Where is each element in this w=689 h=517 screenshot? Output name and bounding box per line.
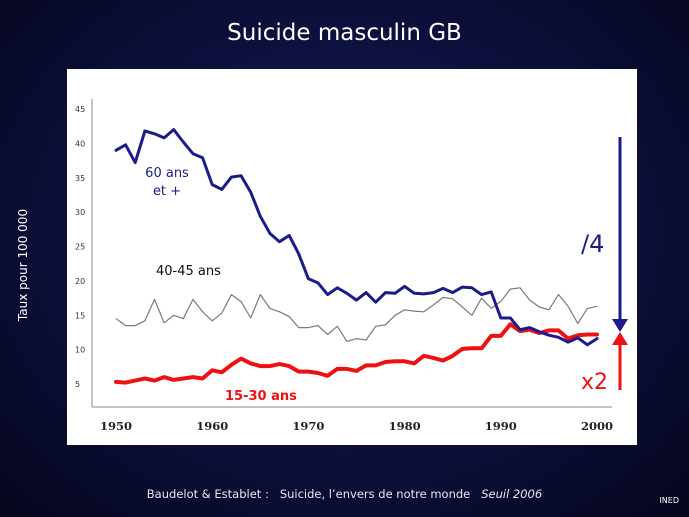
x-tick-label: 1950	[100, 419, 132, 433]
y-tick-label: 45	[75, 105, 85, 114]
line-chart: 5 10 15 20 25 30 35 40 45 1950 1960 1970 1980 1990 200…	[75, 99, 628, 433]
x-tick-label: 2000	[581, 419, 613, 433]
y-tick-label: 40	[75, 139, 85, 148]
y-axis-label: Taux pour 100 000	[16, 208, 30, 322]
down-arrow-head-icon	[612, 319, 628, 332]
up-arrow-head-icon	[612, 332, 628, 345]
y-tick-label: 10	[75, 346, 85, 355]
source-citation: Baudelot & Establet : Suicide, l’envers …	[0, 487, 689, 501]
series-label-60-plus-line2: et +	[153, 184, 181, 199]
ined-logo-text: INED	[659, 496, 679, 505]
source-work: Suicide, l’envers de notre monde	[279, 487, 471, 501]
ratio-annotation-divide-4: /4	[581, 230, 604, 258]
y-tick-label: 20	[75, 277, 85, 286]
y-tick-label: 15	[75, 311, 85, 320]
y-tick-label: 30	[75, 208, 85, 217]
y-tick-label: 25	[75, 243, 85, 252]
x-tick-label: 1990	[485, 419, 517, 433]
series-label-60-plus-line1: 60 ans	[145, 166, 189, 181]
ratio-annotation-times-2: x2	[581, 370, 608, 395]
slide-title: Suicide masculin GB	[227, 20, 462, 46]
series-label-15-30: 15-30 ans	[225, 389, 297, 404]
source-authors: Baudelot & Establet :	[146, 487, 269, 501]
series-label-40-45: 40-45 ans	[156, 264, 221, 279]
chart-panel: 5 10 15 20 25 30 35 40 45 1950 1960 1970 1980 1990 200…	[67, 69, 637, 445]
series-line-40-45	[115, 287, 598, 342]
x-tick-label: 1960	[196, 419, 228, 433]
series-line-15-30	[114, 322, 599, 385]
series-line-60-plus	[114, 128, 599, 347]
x-tick-label: 1980	[389, 419, 421, 433]
x-tick-label: 1970	[292, 419, 324, 433]
source-publisher: Seuil 2006	[481, 487, 543, 501]
y-tick-label: 35	[75, 174, 85, 183]
y-tick-label: 5	[75, 380, 80, 389]
